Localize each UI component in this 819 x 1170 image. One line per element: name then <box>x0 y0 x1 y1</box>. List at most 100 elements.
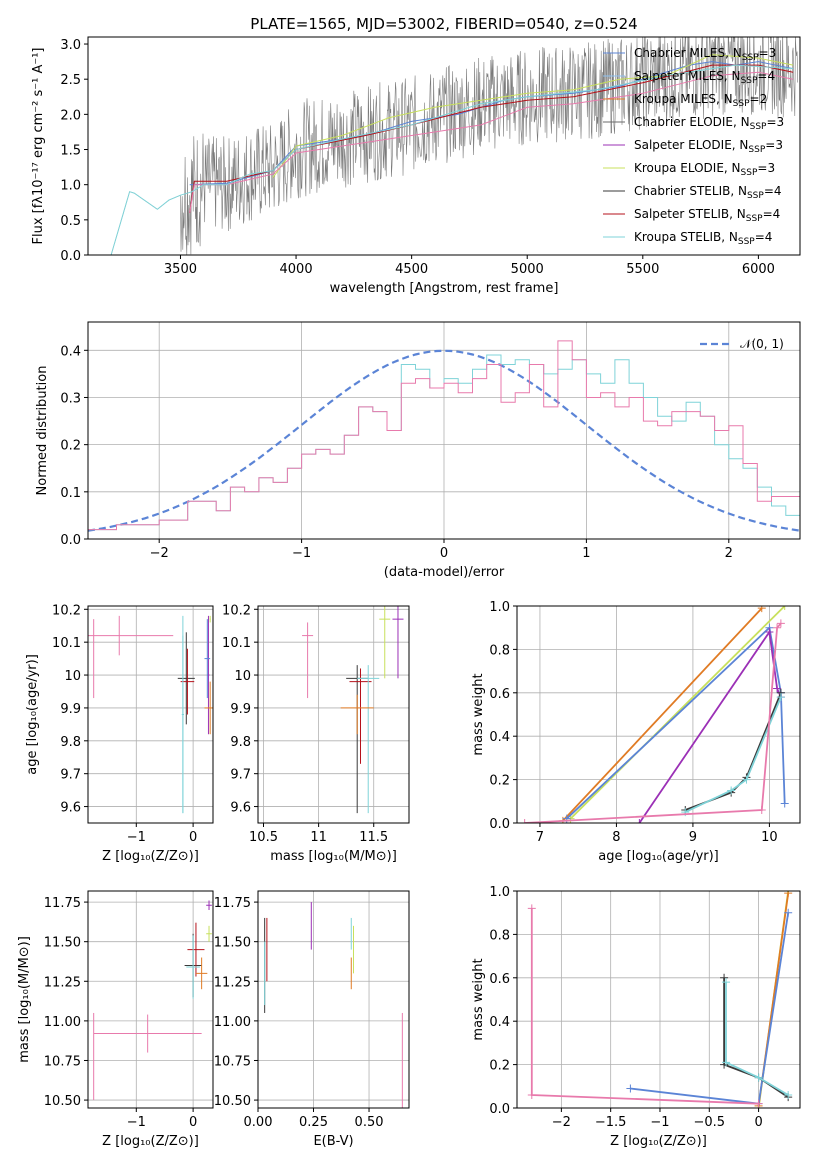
weight-age-line <box>684 696 782 813</box>
age_vs_Z-ytick-label: 9.9 <box>60 702 81 717</box>
residuals-xtick-label: 2 <box>725 546 733 561</box>
mass_vs_Z-ytick-label: 11.75 <box>44 896 81 911</box>
weight_vs_age-xlabel: age [log₁₀(age/yr)] <box>598 849 719 864</box>
weight-Z-marker <box>722 978 731 987</box>
mass_vs_Z-plot-area <box>93 900 212 1101</box>
mass_vs_ebv-xtick-label: 0.25 <box>299 1115 328 1130</box>
weight-age-marker <box>780 606 789 610</box>
observed-spectrum <box>110 37 798 255</box>
residuals-xlabel: (data-model)/error <box>384 565 505 580</box>
spectrum-panel: 3500 4000 4500 5000 5500 6000 0.0 0.5 1.0 1.5 2.0 2… <box>31 36 801 296</box>
age_vs_mass-ytick-label: 9.7 <box>230 768 251 783</box>
weight_vs_age-ytick-label: 0.6 <box>489 687 510 702</box>
weight-age-marker <box>776 693 785 702</box>
age_vs_Z-xtick-label: 0 <box>189 830 197 845</box>
weight_vs_Z-xtick-label: −2 <box>552 1115 571 1130</box>
model-spectrum-line <box>110 64 794 255</box>
legend-count-0: =3 <box>759 46 777 60</box>
weight_vs_age-ytick-label: 0.2 <box>489 774 510 789</box>
mass_vs_Z-ylabel: mass [log₁₀(M/M⊙)] <box>17 936 32 1063</box>
age_vs_Z-ylabel: age [log₁₀(age/yr)] <box>25 654 40 775</box>
weight-age-marker <box>773 684 782 693</box>
age_vs_mass-xtick-label: 11 <box>310 830 327 845</box>
residuals-ylabel: Normed distribution <box>35 366 50 496</box>
residuals-legend: 𝒩(0, 1) <box>700 337 784 351</box>
weight_vs_Z-ytick-label: 1.0 <box>489 885 510 900</box>
residuals-xtick-label: 1 <box>582 546 590 561</box>
weight_vs_Z-ytick-label: 0.4 <box>489 1015 510 1030</box>
mass_vs_Z-panel: −1 0 10.50 10.75 11.00 11.25 11.50 11.75 Z [log₁… <box>17 890 214 1149</box>
histogram-step <box>88 354 800 531</box>
age_vs_mass-ytick-label: 10.2 <box>222 603 251 618</box>
weight_vs_Z-frame <box>516 890 801 1109</box>
residuals-xtick-label: −1 <box>292 546 311 561</box>
legend-subscript-2: SSP <box>733 99 750 109</box>
weight_vs_Z-ylabel: mass weight <box>471 958 486 1040</box>
weight-Z-line <box>723 977 789 1098</box>
weight-age-marker <box>635 819 644 823</box>
weight-Z-marker <box>784 908 793 917</box>
weight-Z-marker <box>784 891 793 898</box>
mass_vs_ebv-plot-area <box>264 902 403 1108</box>
weight_vs_Z-xtick-label: −0.5 <box>693 1115 725 1130</box>
legend-subscript-1: SSP <box>741 76 758 86</box>
weight-Z-line <box>725 982 789 1096</box>
legend-subscript-4: SSP <box>748 145 765 155</box>
age_vs_Z-ytick-label: 9.6 <box>60 801 81 816</box>
age_vs_Z-ytick-label: 10.1 <box>52 636 81 651</box>
weight_vs_age-ytick-label: 1.0 <box>489 600 510 615</box>
spectrum-xlabel: wavelength [Angstrom, rest frame] <box>330 281 559 296</box>
age_vs_Z-plot-area <box>88 615 213 814</box>
legend-label-0: Chabrier MILES, NSSP=3 <box>634 46 776 63</box>
residuals-ytick-label: 0.4 <box>60 344 81 359</box>
weight_vs_age-frame <box>516 605 801 824</box>
age_vs_Z-xtick-label: −1 <box>127 830 146 845</box>
legend-label-3: Chabrier ELODIE, NSSP=3 <box>634 115 784 132</box>
legend-label-5: Kroupa ELODIE, NSSP=3 <box>634 161 775 178</box>
weight-age-marker <box>727 786 736 795</box>
residuals-ytick-label: 0.2 <box>60 439 81 454</box>
weight_vs_Z-ytick-label: 0.8 <box>489 928 510 943</box>
figure-title: PLATE=1565, MJD=53002, FIBERID=0540, z=0… <box>250 15 637 33</box>
weight-Z-marker <box>626 1084 635 1093</box>
weight-Z-marker <box>784 1090 793 1099</box>
mass_vs_ebv-ytick-label: 11.75 <box>214 896 251 911</box>
age_vs_mass-ytick-label: 9.6 <box>230 801 251 816</box>
weight_vs_Z-ytick-label: 0.0 <box>489 1102 510 1117</box>
mass_vs_ebv-ytick-label: 10.75 <box>214 1054 251 1069</box>
weight-age-line <box>569 606 786 820</box>
weight-age-marker <box>776 619 785 628</box>
mass_vs_ebv-ytick-label: 11.00 <box>214 1015 251 1030</box>
spectrum-legend: Chabrier MILES, NSSP=3 Salpeter MILES, NS… <box>603 46 784 247</box>
spectrum-plot-area <box>110 37 798 255</box>
legend-count-8: =4 <box>755 230 773 244</box>
mass_vs_ebv-xlabel: E(B-V) <box>313 1134 353 1149</box>
legend-label-6: Chabrier STELIB, NSSP=4 <box>634 184 782 201</box>
mass_vs_ebv-panel: 0.00 0.25 0.50 10.50 10.75 11.00 11.25 11.50 11.… <box>214 890 410 1149</box>
weight-Z-marker <box>722 1058 731 1067</box>
spectrum-xtick-label: 5000 <box>511 262 544 277</box>
spectrum-xtick-label: 6000 <box>742 262 775 277</box>
spectrum-frame <box>87 36 801 256</box>
mass_vs_ebv-frame <box>257 890 410 1109</box>
age_vs_mass-plot-area <box>302 606 404 814</box>
age_vs_mass-frame <box>257 605 410 824</box>
weight_vs_age-xtick-label: 10 <box>761 830 778 845</box>
weight-age-marker <box>765 628 774 637</box>
weight_vs_Z-xtick-label: −1.5 <box>595 1115 627 1130</box>
age_vs_mass-xtick-label: 11.5 <box>359 830 388 845</box>
weight-age-marker <box>780 799 789 808</box>
mass_vs_ebv-ytick-label: 11.50 <box>214 936 251 951</box>
legend-label-7: Salpeter STELIB, NSSP=4 <box>634 207 780 224</box>
model-spectrum-line <box>189 64 794 213</box>
mass_vs_Z-ytick-label: 11.50 <box>44 936 81 951</box>
residuals-xtick-label: −2 <box>150 546 169 561</box>
age_vs_Z-ytick-label: 9.7 <box>60 768 81 783</box>
spectrum-ytick-label: 3.0 <box>60 38 81 53</box>
residuals-ytick-label: 0.0 <box>60 533 81 548</box>
age_vs_Z-ytick-label: 10 <box>64 669 81 684</box>
weight_vs_Z-plot-area <box>527 891 793 1108</box>
weight_vs_age-plot-area <box>520 606 789 823</box>
mass_vs_Z-ytick-label: 11.25 <box>44 975 81 990</box>
legend-subscript-8: SSP <box>738 237 755 247</box>
